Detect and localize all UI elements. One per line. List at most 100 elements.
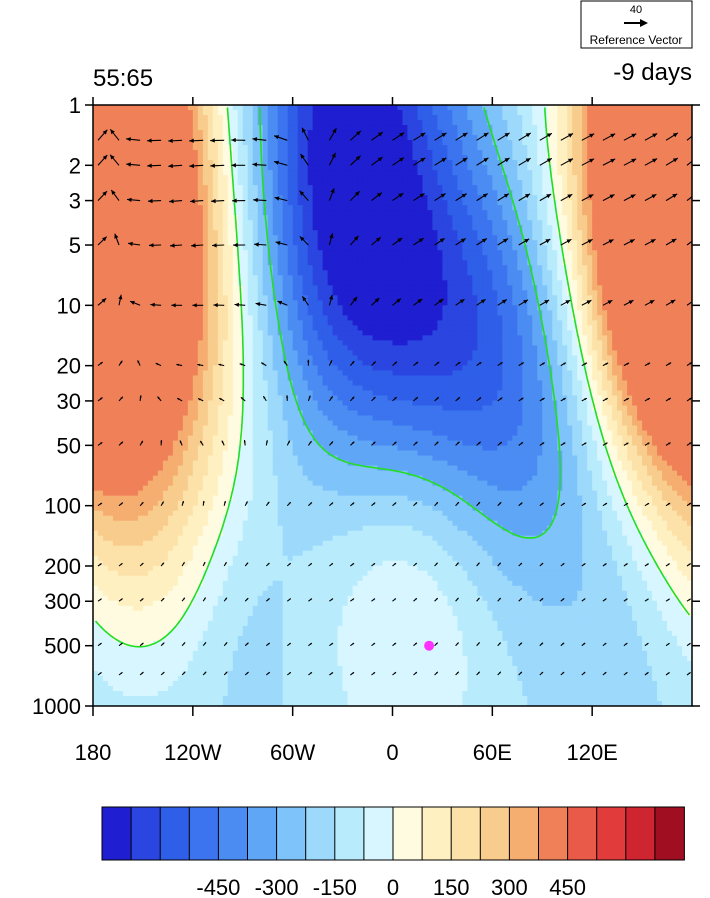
field-cell <box>387 280 394 286</box>
field-cell <box>337 295 344 301</box>
field-cell <box>262 305 269 311</box>
field-cell <box>217 190 224 196</box>
field-cell <box>217 275 224 281</box>
field-cell <box>632 145 638 151</box>
field-cell <box>127 290 134 296</box>
field-cell <box>152 285 159 291</box>
field-cell <box>392 190 399 196</box>
field-cell <box>527 300 533 306</box>
field-cell <box>452 165 458 171</box>
field-cell <box>552 165 558 171</box>
field-cell <box>352 170 359 176</box>
field-cell <box>97 155 104 161</box>
field-cell <box>677 190 683 196</box>
field-cell <box>137 190 144 196</box>
field-cell <box>102 240 109 246</box>
field-cell <box>417 225 424 231</box>
field-cell <box>562 230 568 236</box>
field-cell <box>337 285 344 291</box>
field-cell <box>652 175 658 181</box>
field-cell <box>207 120 214 126</box>
field-cell <box>457 155 463 161</box>
field-cell <box>657 220 663 226</box>
field-cell <box>612 285 618 291</box>
field-cell <box>337 185 344 191</box>
field-cell <box>102 180 109 186</box>
field-cell <box>117 140 124 146</box>
field-cell <box>262 180 269 186</box>
field-cell <box>222 145 229 151</box>
field-cell <box>212 220 219 226</box>
field-cell <box>362 190 369 196</box>
field-cell <box>322 245 329 251</box>
field-cell <box>632 175 638 181</box>
field-cell <box>642 220 648 226</box>
field-cell <box>482 180 488 186</box>
field-cell <box>387 265 394 271</box>
field-cell <box>222 245 229 251</box>
field-cell <box>267 165 274 171</box>
field-cell <box>442 275 449 281</box>
field-cell <box>582 260 588 266</box>
field-cell <box>122 220 129 226</box>
field-cell <box>397 255 404 261</box>
field-cell <box>382 265 389 271</box>
field-cell <box>157 260 164 266</box>
field-cell <box>142 145 149 151</box>
field-cell <box>517 145 523 151</box>
field-cell <box>557 295 563 301</box>
field-cell <box>317 205 324 211</box>
field-cell <box>457 270 463 276</box>
field-cell <box>342 150 349 156</box>
field-cell <box>537 195 543 201</box>
field-cell <box>187 220 194 226</box>
field-cell <box>472 105 478 111</box>
field-cell <box>627 160 633 166</box>
field-cell <box>682 245 688 251</box>
field-cell <box>497 210 503 216</box>
field-cell <box>502 270 508 276</box>
field-cell <box>597 105 603 111</box>
field-cell <box>112 195 119 201</box>
field-cell <box>167 125 174 131</box>
field-cell <box>492 225 498 231</box>
field-cell <box>147 245 154 251</box>
field-cell <box>252 155 259 161</box>
field-cell <box>447 185 453 191</box>
field-cell <box>277 265 284 271</box>
field-cell <box>232 300 239 306</box>
field-cell <box>512 235 518 241</box>
field-cell <box>577 105 583 111</box>
field-cell <box>527 225 533 231</box>
field-cell <box>592 115 598 121</box>
field-cell <box>437 260 444 266</box>
field-cell <box>547 220 553 226</box>
field-cell <box>102 250 109 256</box>
field-cell <box>542 155 548 161</box>
field-cell <box>537 295 543 301</box>
field-cell <box>432 240 439 246</box>
field-cell <box>187 125 194 131</box>
field-cell <box>382 215 389 221</box>
field-cell <box>232 195 239 201</box>
field-cell <box>217 265 224 271</box>
field-cell <box>542 140 548 146</box>
field-cell <box>482 260 488 266</box>
field-cell <box>627 125 633 131</box>
field-cell <box>112 295 119 301</box>
field-cell <box>602 195 608 201</box>
field-cell <box>397 130 404 136</box>
field-cell <box>162 310 169 316</box>
field-cell <box>322 160 329 166</box>
field-cell <box>582 140 588 146</box>
field-cell <box>552 215 558 221</box>
field-cell <box>632 290 638 296</box>
field-cell <box>607 290 613 296</box>
field-cell <box>292 150 299 156</box>
field-cell <box>612 205 618 211</box>
field-cell <box>417 295 424 301</box>
field-cell <box>447 150 453 156</box>
field-cell <box>522 265 528 271</box>
field-cell <box>297 245 304 251</box>
field-cell <box>217 195 224 201</box>
